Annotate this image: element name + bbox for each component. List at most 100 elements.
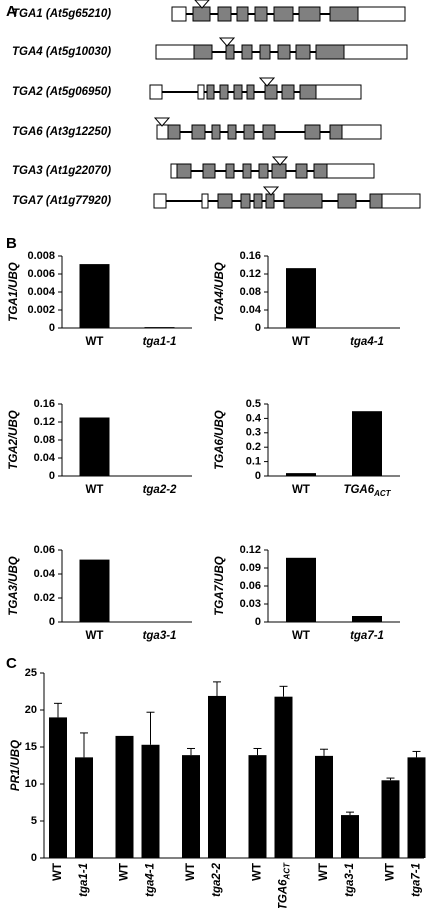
y-tick-label: 0.12 <box>34 416 55 428</box>
utr <box>202 194 208 208</box>
bar <box>49 717 67 858</box>
gene-label: TGA2 (At5g06950) <box>12 86 111 98</box>
error-bar <box>413 751 421 757</box>
bar <box>80 560 110 622</box>
x-tick-label: tga2-2 <box>143 484 177 496</box>
x-tick-label: WT <box>86 484 104 496</box>
utr <box>198 85 204 99</box>
y-axis-label: TGA1/UBQ <box>8 262 20 321</box>
exon <box>243 164 251 178</box>
exon <box>338 194 356 208</box>
bar <box>249 755 267 858</box>
exon <box>247 85 254 99</box>
exon <box>282 85 294 99</box>
y-tick-label: 0.3 <box>246 427 261 439</box>
x-tick-label: tga2-2 <box>211 862 223 896</box>
utr <box>171 164 177 178</box>
y-tick-label: 25 <box>25 667 37 679</box>
bar <box>116 736 134 858</box>
error-bar <box>147 712 155 745</box>
gene-label: TGA1 (At5g65210) <box>12 8 111 20</box>
y-tick-label: 0.02 <box>34 592 55 604</box>
exon <box>218 194 232 208</box>
y-tick-label: 0.04 <box>34 568 56 580</box>
exon <box>266 194 274 208</box>
error-bar <box>320 749 328 756</box>
x-tick-label: TGA6ACT <box>343 484 391 498</box>
utr <box>342 125 381 139</box>
x-tick-label: WT <box>185 863 197 881</box>
utr <box>172 7 186 21</box>
exon <box>260 45 270 59</box>
bar <box>80 418 110 477</box>
bar <box>145 327 175 328</box>
y-tick-label: 0.08 <box>34 434 55 446</box>
x-tick-label: WT <box>292 336 310 348</box>
exon <box>299 7 320 21</box>
error-bar <box>54 703 62 717</box>
gene-label: TGA3 (At1g22070) <box>12 165 111 177</box>
exon <box>255 7 267 21</box>
exon <box>316 45 344 59</box>
y-tick-label: 0.002 <box>27 304 55 316</box>
y-axis-label: TGA4/UBQ <box>214 262 226 321</box>
x-tick-label: WT <box>318 863 330 881</box>
gene-label: TGA4 (At5g10030) <box>12 46 111 58</box>
bar <box>352 616 382 622</box>
bar <box>341 815 359 858</box>
exon <box>228 125 236 139</box>
x-tick-label: tga1-1 <box>143 336 177 348</box>
utr <box>154 194 166 208</box>
y-tick-label: 0.04 <box>240 304 262 316</box>
y-tick-label: 0.04 <box>34 452 56 464</box>
y-tick-label: 0 <box>255 616 261 628</box>
y-tick-label: 0.12 <box>240 544 261 556</box>
bar <box>182 755 200 858</box>
y-axis-label: TGA7/UBQ <box>214 556 226 615</box>
bar <box>315 756 333 858</box>
bar <box>352 411 382 476</box>
x-tick-label: tga3-1 <box>344 863 356 897</box>
y-tick-label: 5 <box>31 815 37 827</box>
error-bar <box>213 682 221 696</box>
y-tick-label: 0.2 <box>246 441 261 453</box>
x-tick-label: WT <box>119 863 131 881</box>
y-tick-label: 10 <box>25 778 37 790</box>
utr <box>358 7 405 21</box>
gene-label: TGA7 (At1g77920) <box>12 195 111 207</box>
y-tick-label: 0.5 <box>246 398 261 410</box>
exon <box>194 45 212 59</box>
exon <box>284 194 322 208</box>
bar <box>286 558 316 622</box>
utr <box>344 45 407 59</box>
bar <box>80 264 110 328</box>
error-bar <box>187 748 195 755</box>
exon <box>242 45 252 59</box>
x-tick-label: tga7-1 <box>350 630 384 642</box>
y-tick-label: 0.08 <box>240 286 261 298</box>
gene-label: TGA6 (At3g12250) <box>12 126 111 138</box>
x-tick-label: WT <box>86 336 104 348</box>
exon <box>305 125 320 139</box>
y-axis-label: TGA3/UBQ <box>8 556 20 615</box>
exon <box>220 85 228 99</box>
exon <box>234 85 242 99</box>
x-tick-label: TGA6ACT <box>278 862 292 908</box>
exon <box>237 7 248 21</box>
y-tick-label: 0 <box>255 470 261 482</box>
exon <box>203 164 215 178</box>
exon <box>177 164 191 178</box>
bar <box>75 757 93 858</box>
bar <box>408 757 426 858</box>
exon <box>274 7 293 21</box>
y-axis-label: PR1/UBQ <box>10 740 22 791</box>
exon <box>296 45 310 59</box>
utr <box>327 164 374 178</box>
y-axis-label: TGA6/UBQ <box>214 410 226 469</box>
exon <box>330 125 342 139</box>
exon <box>254 194 262 208</box>
y-tick-label: 0.03 <box>240 598 261 610</box>
y-tick-label: 0 <box>49 616 55 628</box>
x-tick-label: WT <box>86 630 104 642</box>
exon <box>207 85 214 99</box>
